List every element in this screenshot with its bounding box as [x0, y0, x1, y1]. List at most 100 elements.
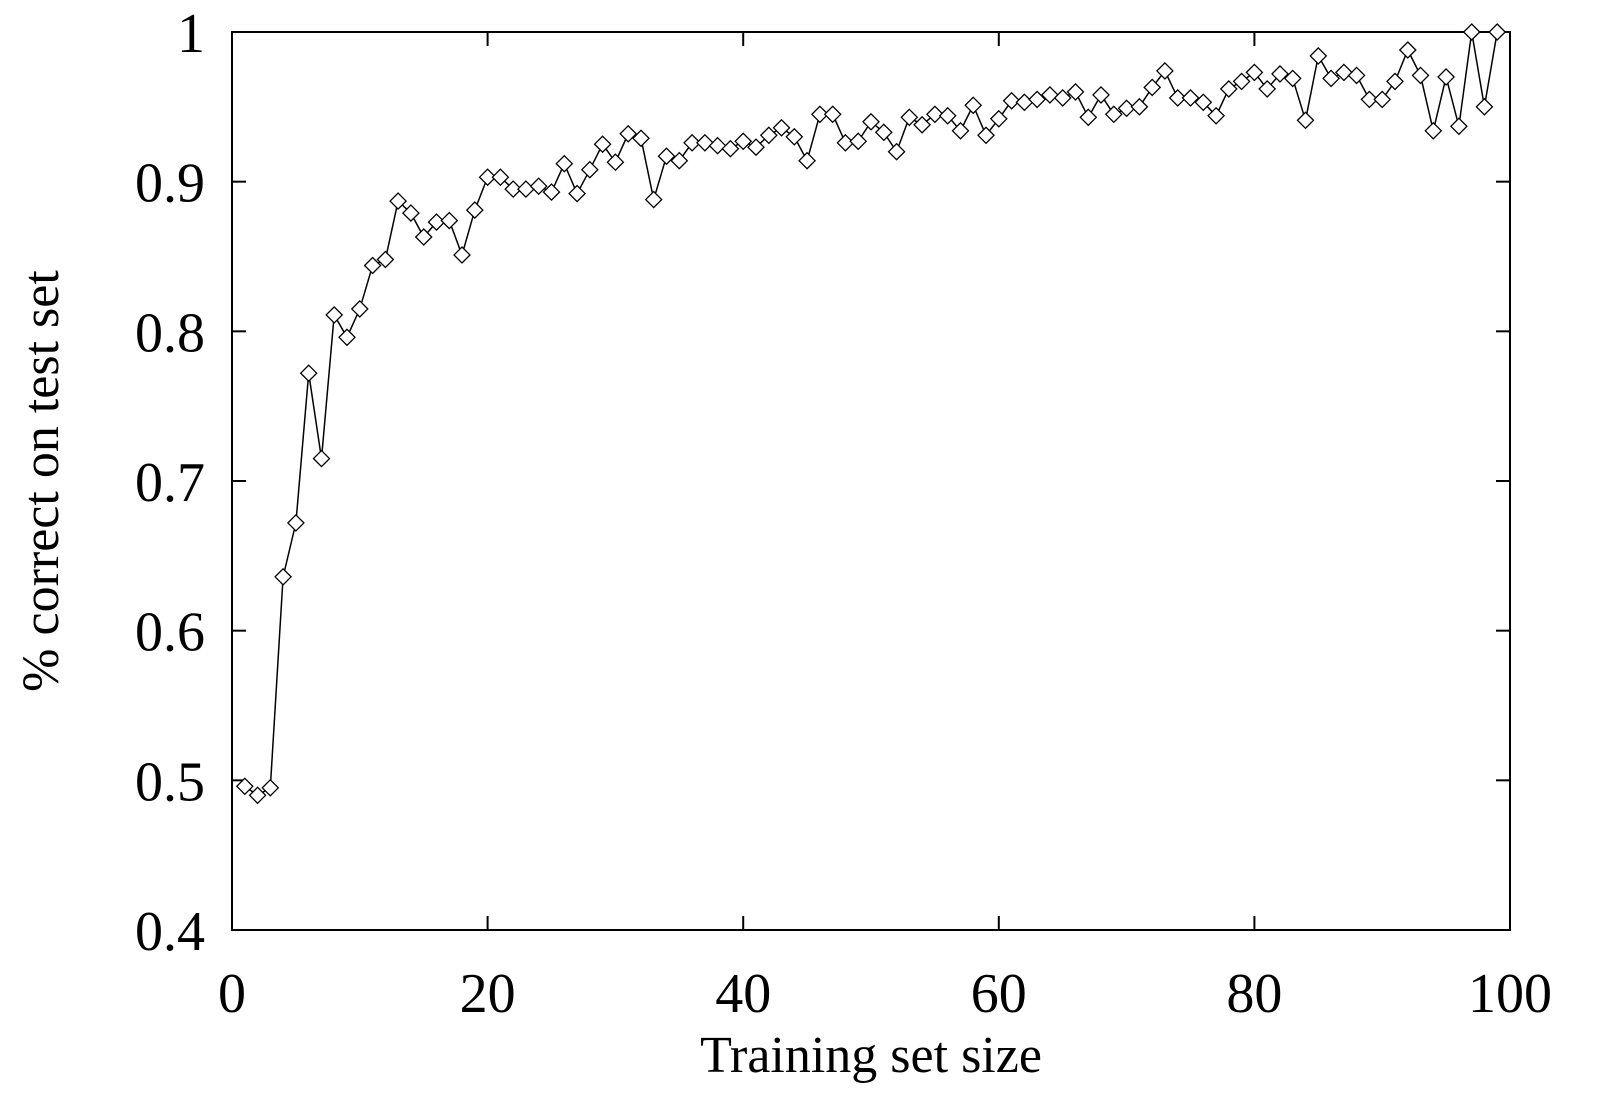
data-point-marker [1398, 41, 1417, 59]
data-point-marker [1258, 79, 1277, 98]
data-point-marker [734, 132, 753, 151]
tick-labels: 0 20 40 60 80 100 0.4 0.5 0.6 0.7 0.8 0.9 1 [135, 3, 1552, 1025]
data-point-marker [1475, 97, 1494, 116]
data-point-marker [286, 513, 305, 532]
data-point-marker [1015, 93, 1034, 112]
data-point-marker [1092, 85, 1110, 104]
data-point-marker [1143, 78, 1162, 97]
y-tick-label: 0.8 [135, 302, 205, 364]
x-tick-label: 0 [218, 963, 246, 1025]
data-point-marker [1360, 90, 1379, 109]
data-point-marker [1334, 63, 1353, 82]
y-tick-label: 0.5 [135, 751, 205, 813]
series-line [244, 31, 1498, 797]
data-point-marker [516, 180, 535, 199]
data-point-marker [695, 133, 714, 152]
data-point-marker [542, 183, 561, 202]
data-point-marker [1283, 69, 1302, 88]
data-point-marker [1322, 69, 1341, 88]
data-point-marker [798, 151, 817, 170]
x-axis-title: Training set size [700, 1027, 1042, 1084]
y-axis-title: % correct on test set [13, 270, 70, 692]
data-point-marker [1155, 61, 1174, 80]
data-point-marker [862, 112, 880, 131]
data-point-marker [1130, 97, 1149, 116]
data-point-marker [580, 160, 599, 179]
data-point-marker [925, 105, 944, 124]
data-point-marker [1104, 105, 1123, 124]
data-point-marker [1181, 88, 1200, 107]
data-point-marker [350, 299, 369, 318]
data-point-marker [401, 204, 420, 223]
data-point-marker [951, 121, 970, 140]
data-point-marker [772, 118, 791, 137]
data-point-marker [261, 778, 280, 797]
y-tick-label: 0.4 [135, 901, 205, 963]
x-tick-label: 100 [1468, 963, 1552, 1025]
data-point-marker [785, 127, 804, 146]
data-point-marker [1296, 111, 1315, 130]
data-point-marker [644, 190, 663, 209]
data-point-marker [1373, 90, 1392, 109]
data-point-marker [1002, 91, 1021, 110]
data-point-marker [619, 124, 638, 143]
data-point-marker [248, 786, 267, 805]
data-point-marker [670, 151, 689, 170]
data-point-marker [338, 328, 356, 347]
y-tick-label: 1 [177, 3, 205, 65]
data-point-marker [683, 133, 702, 152]
data-point-marker [721, 139, 740, 158]
data-point-marker [363, 256, 382, 275]
data-point-marker [1386, 72, 1404, 91]
data-point-marker [504, 180, 523, 199]
data-point-marker [376, 250, 395, 269]
data-point-marker [491, 168, 510, 187]
data-point-marker [1309, 46, 1328, 65]
data-point-marker [1488, 23, 1507, 41]
data-point-marker [606, 153, 625, 172]
data-point-marker [632, 129, 650, 148]
data-point-marker [593, 135, 612, 154]
data-point-marker [235, 777, 254, 796]
data-point-marker [568, 184, 587, 203]
y-tick-label: 0.6 [135, 602, 205, 664]
x-tick-label: 80 [1226, 963, 1282, 1025]
data-point-marker [1424, 121, 1443, 140]
data-point-marker [913, 115, 932, 134]
y-tick-label: 0.9 [135, 153, 205, 215]
y-tick-label: 0.7 [135, 452, 205, 514]
data-point-marker [657, 147, 676, 166]
plot-frame [231, 31, 1511, 931]
data-point-marker [1066, 82, 1085, 101]
data-point-marker [274, 567, 293, 586]
data-point-marker [453, 246, 471, 264]
x-tick-label: 20 [460, 963, 516, 1025]
data-point-marker [759, 126, 778, 145]
data-point-marker [440, 211, 459, 230]
data-point-marker [1079, 108, 1098, 127]
data-point-marker [478, 168, 497, 187]
data-point-marker [1462, 23, 1481, 41]
data-point-marker [964, 96, 983, 115]
data-point-marker [1194, 93, 1213, 112]
data-point-marker [312, 449, 331, 468]
data-point-marker [1347, 66, 1366, 85]
data-point-marker [708, 136, 727, 155]
data-point-marker [810, 105, 829, 124]
axis-ticks [231, 31, 1511, 931]
data-point-marker [389, 192, 408, 211]
data-point-marker [325, 305, 344, 324]
data-point-marker [299, 364, 318, 383]
data-point-marker [1411, 66, 1430, 85]
data-point-marker [414, 228, 433, 246]
data-point-marker [1028, 90, 1047, 109]
data-point-marker [1168, 88, 1187, 107]
x-tick-label: 40 [715, 963, 771, 1025]
series-markers [235, 23, 1507, 805]
data-point-marker [555, 154, 574, 173]
data-point-marker [1219, 79, 1238, 98]
data-point-marker [1207, 106, 1226, 125]
data-point-marker [529, 177, 548, 196]
data-point-marker [1053, 88, 1072, 107]
